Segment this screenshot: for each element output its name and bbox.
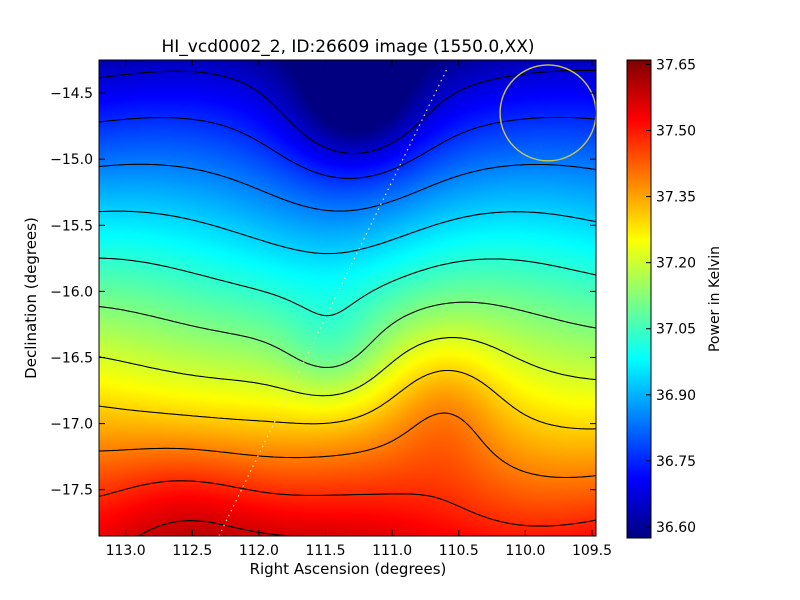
contour-line [99, 257, 596, 317]
y-ticks: −14.5 −15.0 −15.5 −16.0 −16.5 −17.0 −17.5 [50, 86, 596, 499]
y-axis-label: Declination (degrees) [22, 217, 40, 379]
x-tick-label: 113.0 [106, 543, 146, 559]
y-tick-label: −17.5 [50, 483, 93, 499]
heatmap-image [99, 60, 596, 536]
plot-area: 113.0 112.5 112.0 111.5 111.0 110.5 110.0 109.5… [50, 59, 612, 559]
colorbar-tick-label: 36.60 [656, 520, 696, 536]
colorbar-gradient [626, 59, 652, 539]
contour-lines [99, 69, 596, 536]
x-axis-label: Right Ascension (degrees) [250, 560, 447, 578]
plot-frame [98, 59, 597, 537]
chart-title: HI_vcd0002_2, ID:26609 image (1550.0,XX) [162, 37, 535, 57]
y-tick-label: −17.0 [50, 417, 93, 433]
contour-line [99, 301, 596, 368]
x-tick-label: 111.0 [372, 543, 412, 559]
contour-line [99, 210, 596, 255]
colorbar-label: Power in Kelvin [707, 246, 723, 352]
dotted-track [218, 66, 449, 536]
x-tick-label: 112.0 [239, 543, 279, 559]
colorbar-ticks: 36.60 36.75 36.90 37.05 37.20 37.35 37.50 37.65 [646, 57, 696, 536]
y-tick-label: −15.0 [50, 152, 93, 168]
colorbar-tick-label: 37.05 [656, 322, 696, 338]
contour-line [99, 480, 596, 527]
x-tick-label: 110.5 [439, 543, 479, 559]
colorbar-tick-label: 36.75 [656, 454, 696, 470]
x-ticks: 113.0 112.5 112.0 111.5 111.0 110.5 110.0 109.5 [106, 60, 612, 559]
colorbar-tick-label: 37.35 [656, 190, 696, 206]
x-tick-label: 111.5 [305, 543, 345, 559]
colorbar-tick-label: 36.90 [656, 388, 696, 404]
colorbar-tick-label: 37.20 [656, 256, 696, 272]
colorbar-tick-label: 37.50 [656, 123, 696, 139]
colorbar: 36.60 36.75 36.90 37.05 37.20 37.35 37.50 37.65… [626, 57, 723, 539]
contour-line [99, 337, 596, 397]
contour-line [99, 69, 596, 155]
contour-line [99, 412, 596, 479]
x-tick-label: 110.0 [505, 543, 545, 559]
y-tick-label: −14.5 [50, 86, 93, 102]
contour-line [99, 369, 596, 430]
y-tick-label: −15.5 [50, 218, 93, 234]
y-tick-label: −16.5 [50, 351, 93, 367]
y-tick-label: −16.0 [50, 284, 93, 300]
colorbar-tick-label: 37.65 [656, 57, 696, 73]
x-tick-label: 112.5 [172, 543, 212, 559]
contour-line [99, 163, 596, 212]
x-tick-label: 109.5 [572, 543, 612, 559]
contour-line [99, 116, 596, 179]
